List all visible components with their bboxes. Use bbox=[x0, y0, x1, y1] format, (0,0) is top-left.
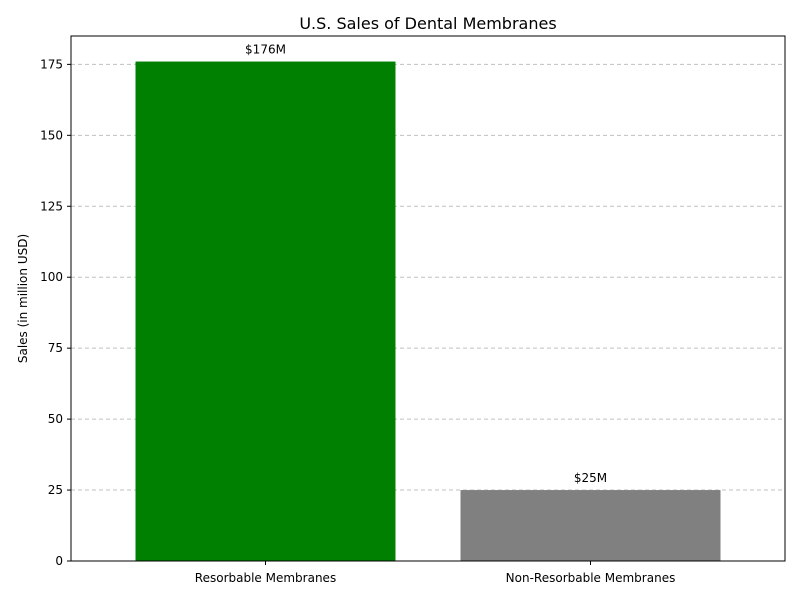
bar-value-label: $25M bbox=[574, 471, 607, 485]
chart-title: U.S. Sales of Dental Membranes bbox=[299, 14, 556, 33]
y-axis-title: Sales (in million USD) bbox=[16, 234, 30, 363]
y-tick-label: 125 bbox=[40, 199, 63, 213]
y-axis-ticks: 0 25 50 75 100 125 150 175 bbox=[40, 57, 71, 568]
y-tick-label: 100 bbox=[40, 270, 63, 284]
y-tick-label: 25 bbox=[48, 483, 63, 497]
y-tick-label: 50 bbox=[48, 412, 63, 426]
plot-area-frame bbox=[70, 35, 786, 562]
x-axis-ticks: Resorbable Membranes Non-Resorbable Membr… bbox=[195, 561, 676, 585]
y-tick-label: 150 bbox=[40, 128, 63, 142]
y-tick-label: 0 bbox=[55, 554, 63, 568]
y-tick-label: 75 bbox=[48, 341, 63, 355]
bar bbox=[460, 490, 721, 561]
data-labels: $176M $25M bbox=[245, 43, 607, 486]
bars bbox=[135, 61, 721, 562]
x-tick-label: Non-Resorbable Membranes bbox=[506, 571, 676, 585]
bar bbox=[135, 61, 396, 562]
bar-value-label: $176M bbox=[245, 43, 286, 57]
y-tick-label: 175 bbox=[40, 57, 63, 71]
x-tick-label: Resorbable Membranes bbox=[195, 571, 336, 585]
